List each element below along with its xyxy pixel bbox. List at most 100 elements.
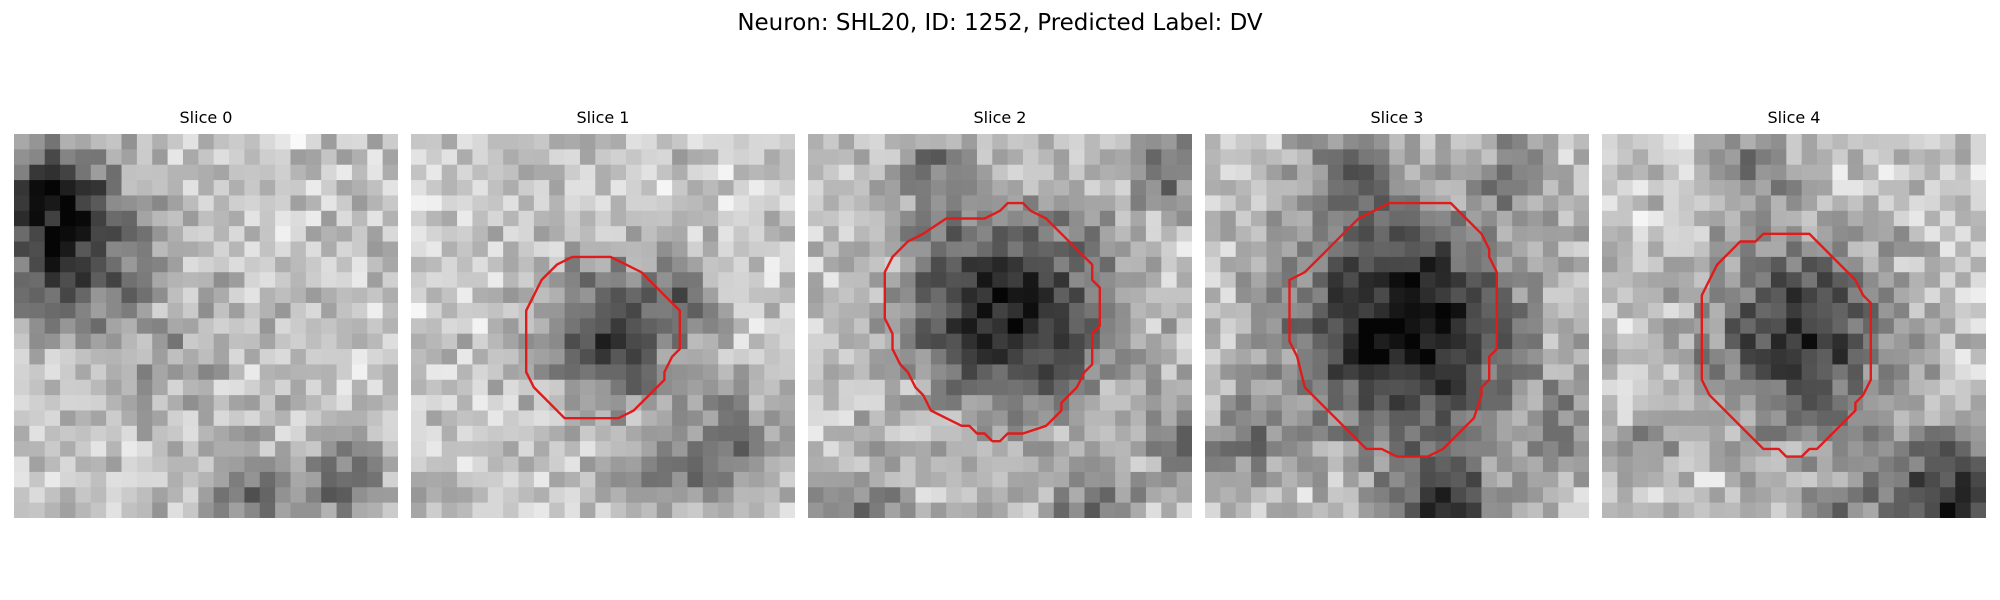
pixel [1007,318,1024,335]
pixel [823,441,840,457]
pixel [1220,425,1237,442]
pixel [259,241,276,258]
pixel [121,180,138,196]
pixel [1266,195,1283,212]
pixel [1130,487,1147,504]
pixel [1435,395,1452,411]
pixel [961,226,978,242]
pixel [672,195,688,212]
pixel [1220,318,1237,335]
pixel [1023,226,1039,242]
pixel [1327,180,1344,196]
pixel [1724,502,1741,518]
pixel [182,256,199,273]
pixel [1496,195,1513,212]
pixel [564,149,581,166]
pixel [1053,180,1070,196]
pixel [1343,256,1359,273]
pixel [182,149,199,166]
pixel [1573,379,1589,396]
slice-title-1: Slice 1 [576,108,630,127]
pixel [1558,195,1575,212]
pixel [472,487,489,504]
pixel [1801,164,1818,181]
pixel [764,134,781,150]
pixel [1755,410,1772,427]
pixel [1970,226,1986,242]
pixel [884,487,901,504]
pixel [457,272,473,288]
pixel [1023,287,1039,304]
pixel [382,364,398,381]
pixel [1786,180,1803,196]
pixel [1909,149,1925,166]
pixel [1176,149,1192,166]
pixel [626,364,642,381]
pixel [305,302,322,319]
pixel [1312,226,1329,242]
pixel [29,241,46,258]
pixel [1527,302,1544,319]
pixel [610,441,627,457]
pixel [1817,441,1833,457]
pixel [854,149,870,166]
pixel [533,395,550,411]
pixel [1115,487,1131,504]
pixel [1709,349,1726,365]
pixel [1389,210,1406,227]
pixel [733,349,750,365]
pixel [1220,333,1237,350]
pixel [610,256,627,273]
pixel [244,456,261,473]
pixel [1496,395,1513,411]
pixel [1558,164,1575,181]
pixel [1893,349,1910,365]
pixel [1420,149,1436,166]
pixel [854,395,870,411]
pixel [779,410,795,427]
pixel [275,456,291,473]
pixel [930,502,947,518]
pixel [1099,226,1116,242]
pixel [1694,164,1710,181]
pixel [1496,287,1513,304]
pixel [641,226,658,242]
pixel [1420,210,1436,227]
pixel [90,395,107,411]
pixel [869,272,886,288]
pixel [1176,502,1192,518]
pixel [1358,410,1375,427]
pixel [779,302,795,319]
pixel [579,256,596,273]
pixel [1542,164,1559,181]
pixel [1084,134,1101,150]
pixel [1420,272,1436,288]
pixel [869,441,886,457]
pixel [1115,287,1131,304]
pixel [1161,318,1178,335]
pixel [626,425,642,442]
pixel [930,210,947,227]
pixel [1832,364,1849,381]
pixel [702,272,719,288]
pixel [1724,195,1741,212]
pixel [426,441,443,457]
pixel [900,379,916,396]
pixel [457,379,473,396]
pixel [1970,134,1986,150]
pixel [1176,425,1192,442]
pixel [748,395,765,411]
pixel [487,395,504,411]
pixel [90,441,107,457]
pixel [1038,149,1055,166]
pixel [808,441,824,457]
pixel [961,180,978,196]
pixel [275,226,291,242]
pixel [1069,210,1085,227]
pixel [213,226,230,242]
pixel [487,318,504,335]
pixel [121,425,138,442]
pixel [167,395,184,411]
pixel [1220,410,1237,427]
pixel [182,195,199,212]
